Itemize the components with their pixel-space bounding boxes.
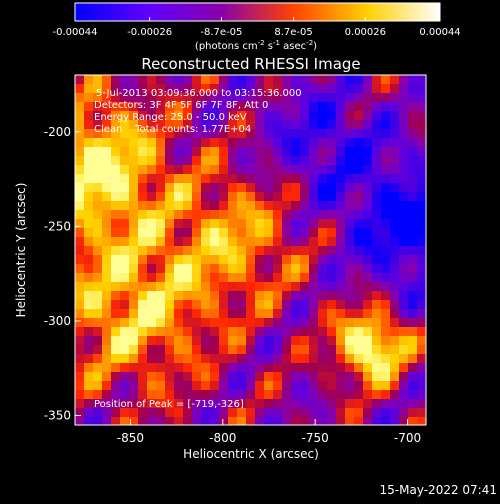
y-tick-label: -200 [44, 125, 71, 139]
x-tick-label: -850 [117, 431, 144, 445]
annotation-time-range: 5-Jul-2013 03:09:36.000 to 03:15:36.000 [96, 88, 302, 99]
colorbar-tick-label: -0.00026 [127, 27, 172, 38]
x-tick-label: -750 [302, 431, 329, 445]
annotation-energy-range: Energy Range: 25.0 - 50.0 keV [94, 112, 247, 123]
y-tick-label: -250 [44, 219, 71, 233]
x-axis-label: Heliocentric X (arcsec) [183, 447, 319, 461]
colorbar-tick-label: 8.7e-05 [274, 27, 312, 38]
heatmap-image [75, 75, 426, 425]
annotation-detectors: Detectors: 3F 4F 5F 6F 7F 8F, Att 0 [94, 100, 268, 111]
y-axis-label: Heliocentric Y (arcsec) [14, 183, 28, 318]
y-tick-label: -300 [44, 314, 71, 328]
colorbar-tick-label: -0.00044 [53, 27, 98, 38]
colorbar [74, 2, 441, 22]
colorbar-ticks: -0.00044 -0.00026 -8.7e-05 8.7e-05 0.00026 0.… [53, 17, 461, 38]
x-axis-ticks: -850 -800 -750 -700 [117, 419, 421, 445]
footer-timestamp: 15-May-2022 07:41 [380, 483, 497, 497]
colorbar-tick-label: 0.00044 [419, 27, 460, 38]
colorbar-tick-label: 0.00026 [345, 27, 386, 38]
colorbar-tick-label: -8.7e-05 [200, 27, 242, 38]
chart-title: Reconstructed RHESSI Image [141, 55, 360, 73]
colorbar-unit-label: (photons cm-2 s-1 asec-2) [195, 39, 317, 52]
y-tick-label: -350 [44, 409, 71, 423]
annotation-clean-counts: Clean Total counts: 1.77E+04 [94, 124, 251, 135]
x-tick-label: -800 [209, 431, 236, 445]
x-tick-label: -700 [394, 431, 421, 445]
peak-position-label: Position of Peak = [-719,-326] [94, 399, 244, 410]
y-axis-ticks: -200 -250 -300 -350 [44, 125, 81, 423]
plot-frame [74, 74, 427, 426]
